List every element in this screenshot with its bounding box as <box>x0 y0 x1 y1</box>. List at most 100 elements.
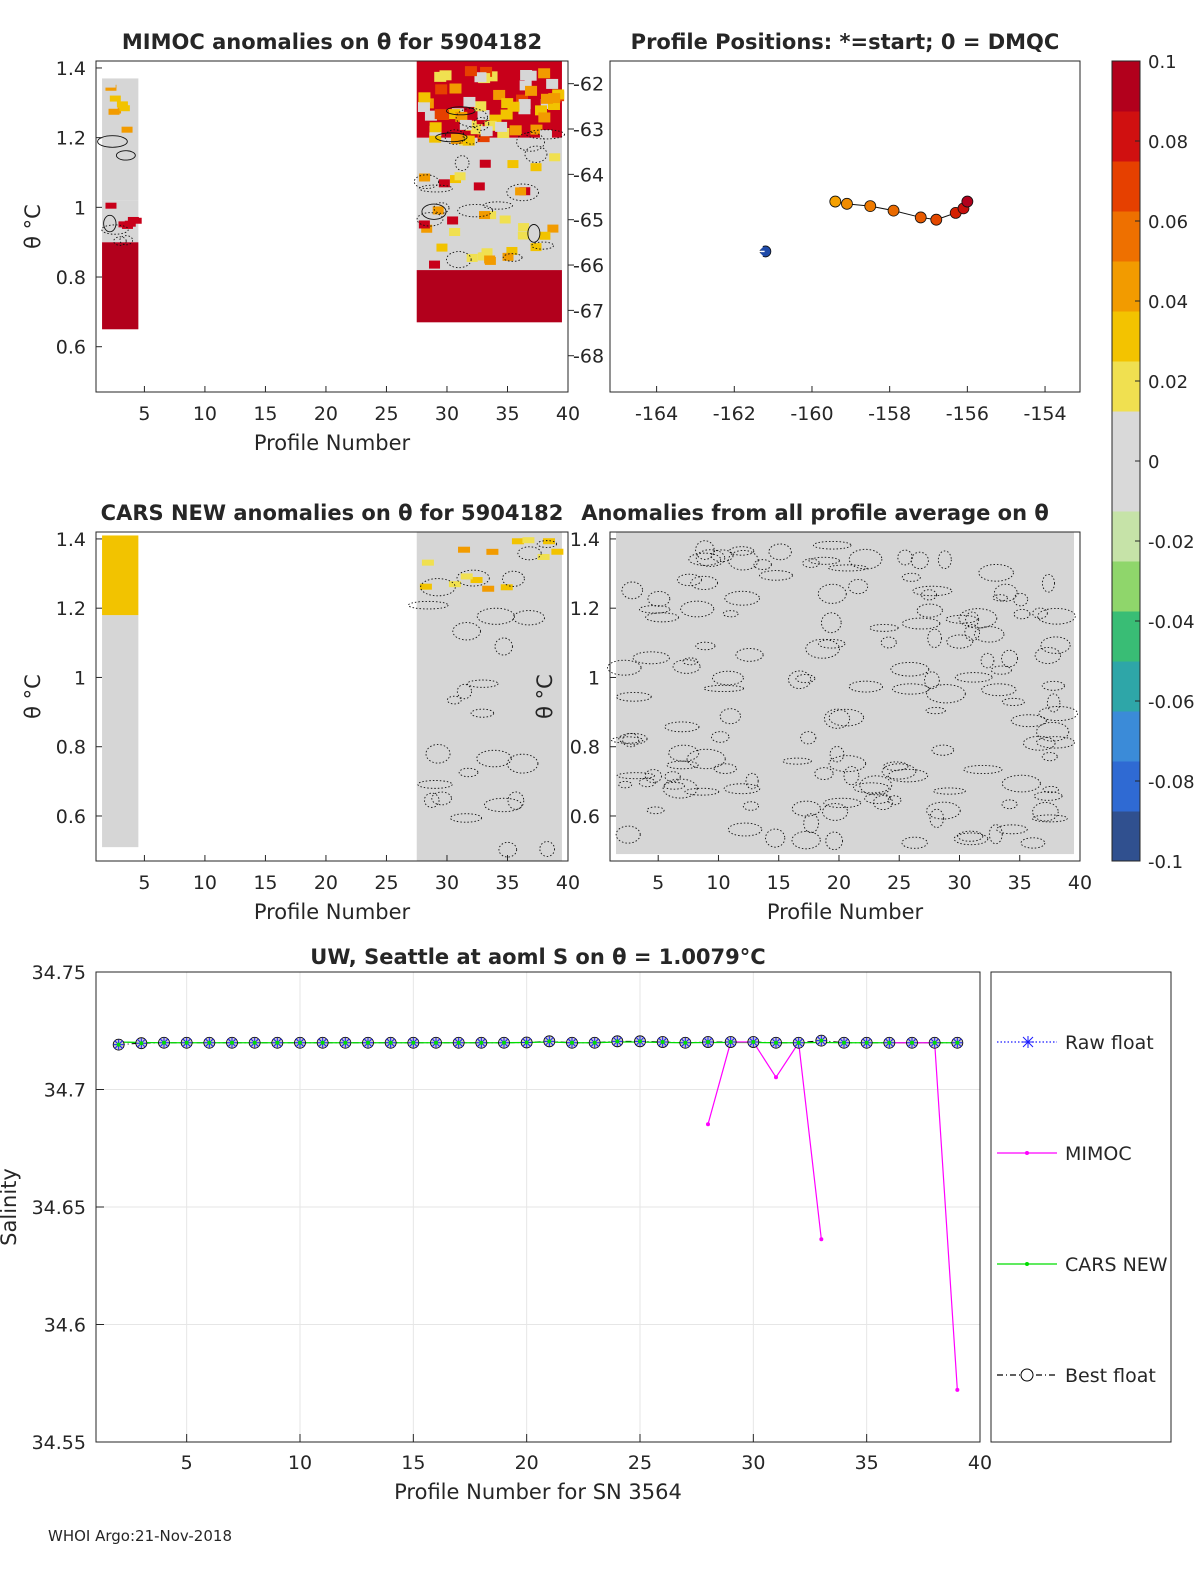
colorbar-segment <box>1112 761 1140 812</box>
cars-xtick-label: 25 <box>374 872 398 894</box>
colorbar-segment <box>1112 711 1140 762</box>
contour-line <box>722 610 739 618</box>
cars-new-point <box>728 1040 733 1045</box>
contour-line <box>97 135 128 148</box>
heatmap-cell <box>481 248 493 257</box>
colorbar-tick-label: -0.08 <box>1148 772 1195 793</box>
cars-xtick-label: 15 <box>253 872 277 894</box>
contour-line <box>615 691 652 702</box>
salinity-xtick-label: 40 <box>968 1452 992 1474</box>
mimoc-ytick-label: 1.4 <box>56 58 86 80</box>
contour-line <box>1001 697 1025 706</box>
contour-line <box>881 763 917 780</box>
contour-line <box>476 607 516 625</box>
contour-line <box>828 708 864 727</box>
avg-xtick-label: 20 <box>827 872 851 894</box>
heatmap-cell <box>118 221 130 228</box>
contour-line <box>638 605 671 614</box>
contour-line <box>711 731 730 743</box>
contour-line <box>988 824 1003 845</box>
salinity-ytick-label: 34.65 <box>32 1197 86 1219</box>
mimoc-point <box>774 1075 778 1080</box>
heatmap-cell <box>459 119 472 130</box>
contour-line <box>1001 799 1018 810</box>
cars-plot <box>102 532 564 861</box>
positions-ytick-label: -64 <box>573 164 604 186</box>
heatmap-cell <box>114 115 126 122</box>
heatmap-cell <box>482 585 495 592</box>
profile-position-marker <box>961 195 974 208</box>
mimoc-point <box>706 1122 710 1127</box>
contour-line <box>963 765 1003 775</box>
contour-line <box>618 780 633 789</box>
cars-axes-frame <box>95 531 569 862</box>
avg-axes-frame <box>609 531 1081 862</box>
heatmap-cell <box>540 93 553 104</box>
contour-line <box>800 731 817 745</box>
contour-line <box>1036 721 1070 742</box>
cars-new-point <box>434 1040 438 1045</box>
contour-line <box>1013 608 1031 620</box>
heatmap-cell <box>540 99 553 110</box>
heatmap-cell <box>538 112 551 123</box>
legend-marker <box>1025 1151 1029 1155</box>
series-line-cars-new <box>118 1041 958 1044</box>
mimoc-xtick-label: 35 <box>495 403 519 425</box>
contour-line <box>912 585 953 597</box>
cars-xlabel: Profile Number <box>254 900 411 924</box>
colorbar-tick-label: 0.08 <box>1148 132 1188 153</box>
contour-line <box>454 155 470 171</box>
legend-box <box>990 971 1172 1443</box>
heatmap-cell <box>108 108 120 115</box>
contour-line <box>964 624 981 642</box>
contour-line <box>507 791 525 810</box>
heatmap-cell <box>127 216 139 223</box>
contour-line <box>890 661 930 677</box>
heatmap-cell <box>419 173 431 182</box>
footer-stamp: WHOI Argo:21-Nov-2018 <box>48 1527 232 1545</box>
contour-line <box>113 236 127 246</box>
series-line-mimoc <box>889 1042 958 1390</box>
contour-line <box>449 813 483 823</box>
contour-line <box>1001 774 1041 793</box>
heatmap-cell <box>501 98 514 109</box>
contour-line <box>466 679 499 688</box>
heatmap-cell <box>458 546 471 553</box>
legend-marker <box>1022 1036 1034 1048</box>
positions-xtick-label: -156 <box>946 403 989 425</box>
contour-line <box>1013 592 1029 607</box>
mimoc-ytick-label: 1 <box>74 197 86 219</box>
contour-line <box>735 648 764 662</box>
heatmap-cell <box>116 101 128 108</box>
mimoc-xtick-label: 40 <box>556 403 580 425</box>
cars-new-point <box>796 1040 801 1045</box>
contour-line <box>957 830 984 842</box>
colorbar-tick-label: 0 <box>1148 452 1159 473</box>
mimoc-xtick-label: 10 <box>193 403 217 425</box>
contour-line <box>647 590 671 607</box>
contour-line <box>1033 791 1063 801</box>
contour-line <box>869 623 899 632</box>
heatmap-cell <box>551 548 564 555</box>
cars-new-point <box>887 1040 892 1045</box>
contour-line <box>1036 736 1075 749</box>
contour-line <box>973 626 1005 643</box>
cars-new-point <box>343 1040 348 1045</box>
contour-line <box>498 841 518 858</box>
cars-new-point <box>864 1040 869 1045</box>
cars-new-point <box>162 1040 166 1045</box>
contour-line <box>1001 649 1018 668</box>
contour-line <box>887 768 929 783</box>
positions-ytick-label: -68 <box>573 346 604 368</box>
heatmap-cell <box>417 102 430 113</box>
cars-new-point <box>570 1040 574 1045</box>
heatmap-cell <box>419 583 432 590</box>
cars-new-point <box>615 1039 620 1044</box>
heatmap-cell <box>118 105 130 112</box>
contour-line <box>452 622 481 641</box>
contour-line <box>829 746 845 763</box>
cars-new-point <box>683 1040 688 1045</box>
contour-line <box>1010 714 1047 728</box>
contour-line <box>446 251 472 269</box>
mimoc-xtick-label: 15 <box>253 403 277 425</box>
